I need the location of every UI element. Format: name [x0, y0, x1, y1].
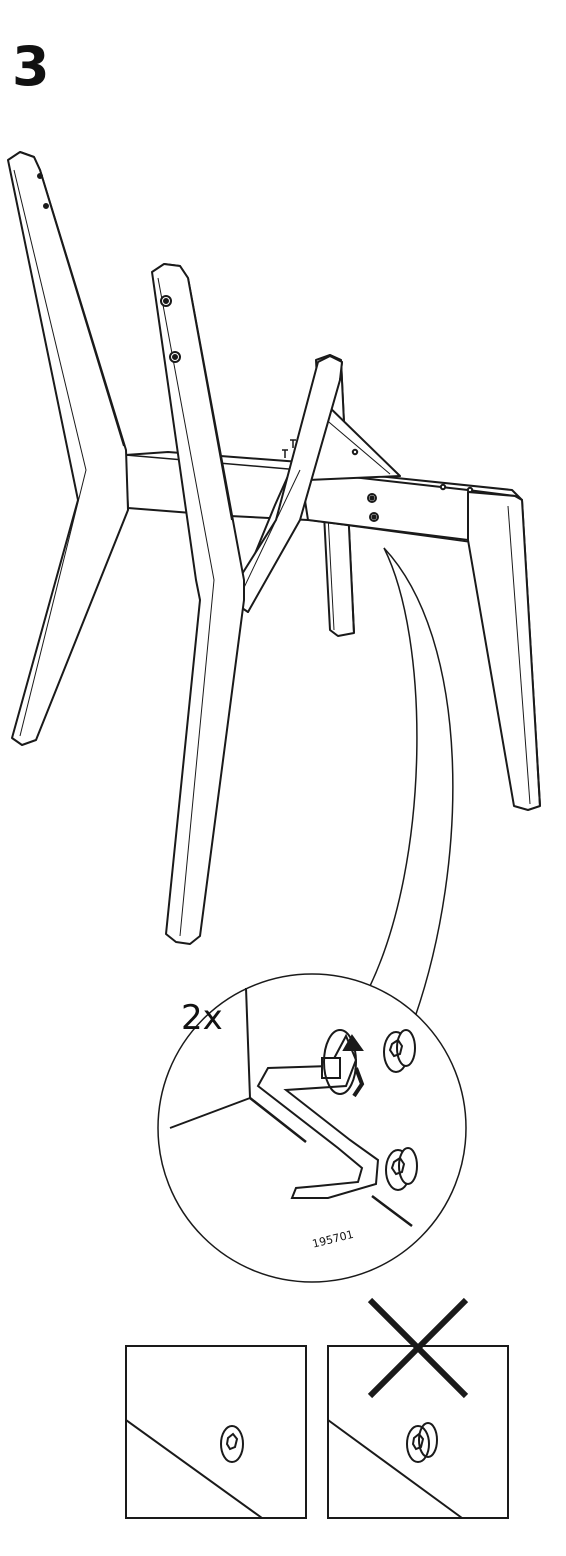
rotate-arrow-icon	[323, 1029, 365, 1098]
leg-front-left	[7, 151, 129, 746]
detail-callout	[157, 973, 467, 1283]
step-number: 3	[12, 35, 50, 98]
cross-mark-icon	[367, 1297, 469, 1399]
panel-incorrect	[327, 1297, 509, 1519]
leg-right	[467, 491, 541, 811]
bolt-icon	[383, 1029, 418, 1191]
panel-correct	[125, 1345, 307, 1519]
callout-pointer	[369, 547, 454, 1021]
allen-key-icon	[256, 1033, 380, 1199]
quantity-label: 2x	[181, 998, 223, 1038]
leg-back-top	[231, 355, 343, 613]
leg-front-center	[151, 263, 245, 945]
